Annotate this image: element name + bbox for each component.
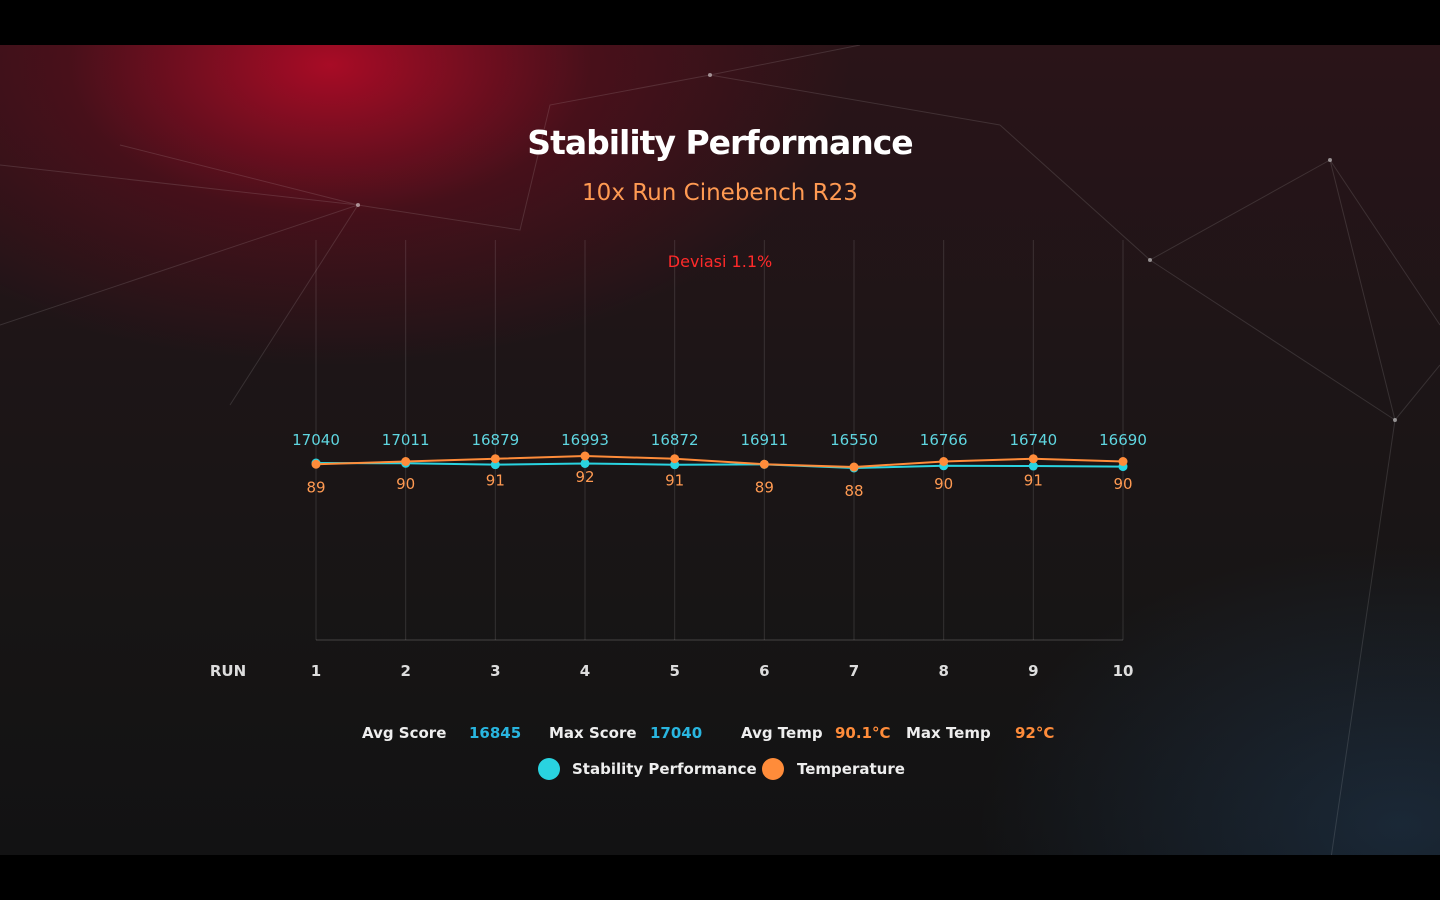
x-tick-label: 3	[490, 662, 500, 680]
x-tick-label: 9	[1028, 662, 1038, 680]
x-tick-label: 10	[1113, 662, 1134, 680]
performance-data-label: 16993	[561, 431, 609, 449]
performance-line	[315, 462, 1124, 470]
performance-data-label: 16550	[830, 431, 878, 449]
performance-data-label: 16690	[1099, 431, 1147, 449]
background-network-lines	[0, 45, 1440, 855]
max-temp-value: 92°C	[1015, 724, 1055, 742]
temperature-point	[849, 462, 859, 472]
x-tick-label: 4	[580, 662, 590, 680]
x-axis-label: RUN	[210, 662, 246, 680]
deviation-annotation: Deviasi 1.1%	[668, 252, 772, 271]
x-tick-label: 1	[311, 662, 321, 680]
temperature-data-label: 89	[306, 479, 325, 497]
x-tick-label: 2	[400, 662, 410, 680]
chart-slide: Stability Performance 10x Run Cinebench …	[0, 45, 1440, 855]
temperature-point	[759, 459, 769, 469]
temperature-point	[1028, 454, 1038, 464]
temperature-point	[490, 454, 500, 464]
max-score-value: 17040	[650, 724, 703, 742]
legend-swatch-temperature	[762, 758, 784, 780]
legend-label-temperature: Temperature	[797, 760, 905, 778]
temperature-line	[315, 454, 1124, 469]
temperature-data-label: 91	[1024, 472, 1043, 490]
temperature-data-label: 92	[575, 468, 594, 486]
line-chart: 1 2 3 4 5 6 7 8 9 10 Deviasi 1.1% RUN 17040 17011 1…	[210, 240, 1147, 680]
avg-score-value: 16845	[469, 724, 522, 742]
temperature-data-label: 90	[396, 475, 415, 493]
x-tick-label: 5	[669, 662, 679, 680]
temperature-data-label: 88	[844, 482, 863, 500]
performance-data-label: 17040	[292, 431, 340, 449]
performance-data-label: 17011	[382, 431, 430, 449]
x-tick-label: 6	[759, 662, 769, 680]
avg-temp-label: Avg Temp	[741, 724, 823, 742]
performance-data-label: 16740	[1009, 431, 1057, 449]
performance-data-label: 16766	[920, 431, 968, 449]
temperature-point	[939, 457, 949, 466]
performance-point	[580, 458, 590, 468]
performance-data-label: 16911	[740, 431, 788, 449]
performance-point	[1028, 461, 1038, 471]
performance-data-label: 16872	[651, 431, 699, 449]
x-tick-label: 8	[938, 662, 948, 680]
temperature-point	[311, 459, 321, 469]
avg-temp-value: 90.1°C	[835, 724, 891, 742]
temperature-data-label: 89	[755, 479, 774, 497]
temperature-data-label: 90	[1113, 475, 1132, 493]
temperature-data-label: 90	[934, 475, 953, 493]
avg-score-label: Avg Score	[362, 724, 447, 742]
performance-data-label: 16879	[471, 431, 519, 449]
max-score-label: Max Score	[549, 724, 637, 742]
legend-swatch-performance	[538, 758, 560, 780]
temperature-data-label: 91	[486, 472, 505, 490]
legend-label-performance: Stability Performance	[572, 760, 757, 778]
temperature-point	[670, 454, 680, 464]
temperature-data-label: 91	[665, 472, 684, 490]
max-temp-label: Max Temp	[906, 724, 991, 742]
x-tick-label: 7	[849, 662, 859, 680]
temperature-point	[401, 457, 411, 466]
chart-subtitle: 10x Run Cinebench R23	[582, 180, 858, 206]
temperature-point	[580, 451, 590, 461]
chart-title: Stability Performance	[527, 123, 913, 162]
temperature-point	[1118, 457, 1128, 466]
